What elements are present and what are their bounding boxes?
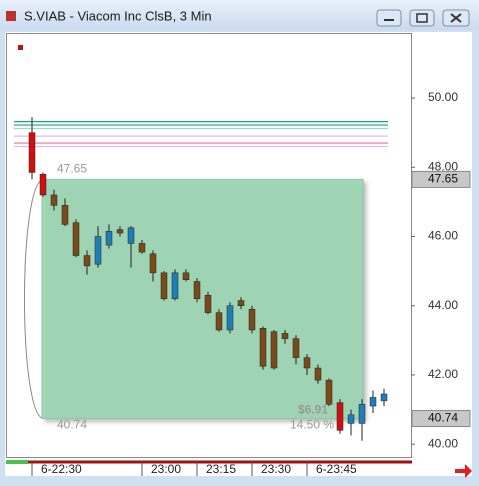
candle-body — [281, 333, 289, 339]
y-tick-label: 42.00 — [428, 367, 458, 381]
maximize-icon — [416, 13, 428, 23]
candle-body — [314, 367, 322, 381]
candle-body — [160, 272, 168, 300]
candle-body — [171, 272, 179, 300]
y-tick-label: 44.00 — [428, 298, 458, 312]
candle-body — [61, 205, 69, 225]
candle-body — [193, 281, 201, 300]
candle-body — [325, 379, 333, 405]
measure-percent: 14.50 % — [290, 418, 334, 432]
candle-body — [237, 300, 245, 306]
candle-body — [336, 402, 344, 431]
candle-body — [105, 231, 113, 246]
candle-body — [116, 229, 124, 234]
candle-body — [182, 272, 190, 281]
y-tick-label: 46.00 — [428, 229, 458, 243]
y-tick-label: 48.00 — [428, 159, 458, 173]
candle-body — [50, 194, 58, 206]
close-icon — [450, 13, 462, 23]
x-tick-label: 23:30 — [261, 462, 291, 476]
measure-start-label: 47.65 — [57, 162, 87, 176]
measure-end-label: 40.74 — [57, 418, 87, 432]
x-tick-label: 6-22:30 — [41, 462, 82, 476]
measure-arc — [24, 178, 45, 420]
candle-body — [72, 222, 80, 256]
app-icon — [6, 11, 16, 21]
x-tick-label: 23:15 — [206, 462, 236, 476]
price-marker-box — [411, 170, 471, 188]
candle-body — [369, 397, 377, 407]
scroll-arrow[interactable] — [455, 464, 472, 478]
measure-change: $6.91 — [298, 403, 328, 417]
y-tick-label: 50.00 — [428, 90, 458, 104]
candle-body — [303, 357, 311, 369]
candle-body — [248, 308, 256, 331]
candle-body — [358, 404, 366, 424]
candle-body — [94, 236, 102, 265]
price-marker-label: 47.65 — [428, 172, 458, 186]
candle-body — [270, 331, 278, 369]
window-buttons[interactable] — [376, 9, 470, 27]
measure-box — [41, 178, 364, 420]
candle-body — [380, 393, 388, 402]
x-tick-label: 23:00 — [151, 462, 181, 476]
marker — [18, 45, 23, 50]
candle-body — [347, 414, 355, 424]
price-marker-box — [411, 410, 471, 428]
price-marker-label: 40.74 — [428, 411, 458, 425]
scroll-indicator — [6, 460, 28, 464]
candle-body — [149, 253, 157, 274]
candle-body — [127, 227, 135, 244]
x-tick-label: 6-23:45 — [316, 462, 357, 476]
minimize-button[interactable] — [376, 9, 402, 27]
candle-body — [292, 338, 300, 358]
window-title: S.VIAB - Viacom Inc ClsB, 3 Min — [24, 8, 212, 23]
candle-body — [83, 255, 91, 267]
candle-body — [215, 312, 223, 331]
candle-body — [259, 327, 267, 367]
candle-body — [39, 173, 47, 196]
candle-body — [204, 295, 212, 313]
candle-body — [226, 305, 234, 331]
y-tick-label: 40.00 — [428, 436, 458, 450]
candle-body — [138, 243, 146, 253]
candle-body — [28, 132, 36, 173]
maximize-button[interactable] — [409, 9, 435, 27]
